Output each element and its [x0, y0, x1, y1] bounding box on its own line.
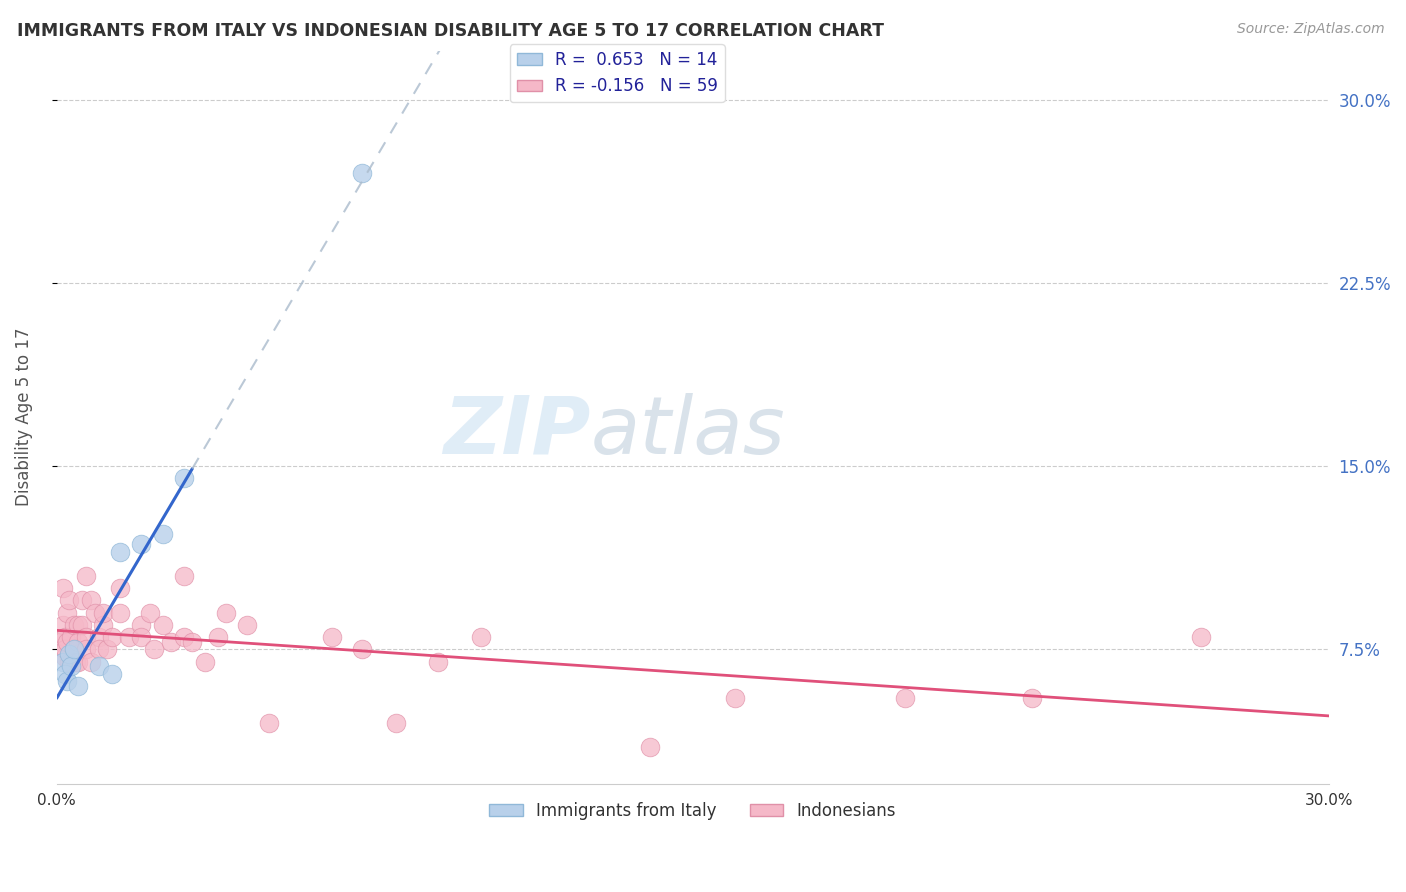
Point [91, 618, 114, 632]
Point [58, 593, 80, 607]
Point [1191, 630, 1213, 644]
Y-axis label: Disability Age 5 to 17: Disability Age 5 to 17 [15, 328, 32, 507]
Point [58, 647, 80, 661]
Point [110, 544, 132, 558]
Point [62, 642, 84, 657]
Text: ZIP: ZIP [443, 392, 591, 471]
Point [87, 642, 110, 657]
Point [52, 618, 75, 632]
Point [143, 642, 166, 657]
Point [79, 593, 101, 607]
Point [60, 659, 83, 673]
Text: atlas: atlas [591, 392, 786, 471]
Point [236, 618, 259, 632]
Point [91, 606, 114, 620]
Point [56, 635, 79, 649]
Point [152, 618, 174, 632]
Point [66, 655, 89, 669]
Point [58, 655, 80, 669]
Point [385, 715, 408, 730]
Point [56, 606, 79, 620]
Point [53, 630, 76, 644]
Point [118, 630, 141, 644]
Point [724, 691, 747, 706]
Legend: Immigrants from Italy, Indonesians: Immigrants from Italy, Indonesians [482, 796, 903, 827]
Point [427, 655, 450, 669]
Point [173, 569, 195, 583]
Point [100, 630, 122, 644]
Point [96, 642, 118, 657]
Text: IMMIGRANTS FROM ITALY VS INDONESIAN DISABILITY AGE 5 TO 17 CORRELATION CHART: IMMIGRANTS FROM ITALY VS INDONESIAN DISA… [17, 22, 884, 40]
Text: Source: ZipAtlas.com: Source: ZipAtlas.com [1237, 22, 1385, 37]
Point [215, 606, 238, 620]
Point [110, 606, 132, 620]
Point [62, 642, 84, 657]
Point [66, 618, 89, 632]
Point [75, 642, 97, 657]
Point [66, 635, 89, 649]
Point [65, 655, 87, 669]
Point [160, 635, 183, 649]
Point [75, 630, 97, 644]
Point [52, 581, 75, 595]
Point [53, 642, 76, 657]
Point [75, 569, 97, 583]
Point [52, 655, 75, 669]
Point [53, 666, 76, 681]
Point [53, 649, 76, 664]
Point [100, 666, 122, 681]
Point [56, 674, 79, 689]
Point [49, 635, 72, 649]
Point [638, 740, 661, 755]
Point [60, 630, 83, 644]
Point [1021, 691, 1043, 706]
Point [173, 471, 195, 485]
Point [60, 655, 83, 669]
Point [350, 642, 373, 657]
Point [66, 679, 89, 693]
Point [83, 606, 105, 620]
Point [87, 659, 110, 673]
Point [131, 618, 153, 632]
Point [110, 581, 132, 595]
Point [70, 593, 93, 607]
Point [321, 630, 343, 644]
Point [70, 618, 93, 632]
Point [181, 635, 204, 649]
Point [87, 630, 110, 644]
Point [207, 630, 229, 644]
Point [350, 166, 373, 180]
Point [173, 630, 195, 644]
Point [131, 537, 153, 551]
Point [139, 606, 162, 620]
Point [62, 618, 84, 632]
Point [79, 655, 101, 669]
Point [470, 630, 492, 644]
Point [257, 715, 280, 730]
Point [194, 655, 217, 669]
Point [131, 630, 153, 644]
Point [152, 527, 174, 541]
Point [893, 691, 915, 706]
